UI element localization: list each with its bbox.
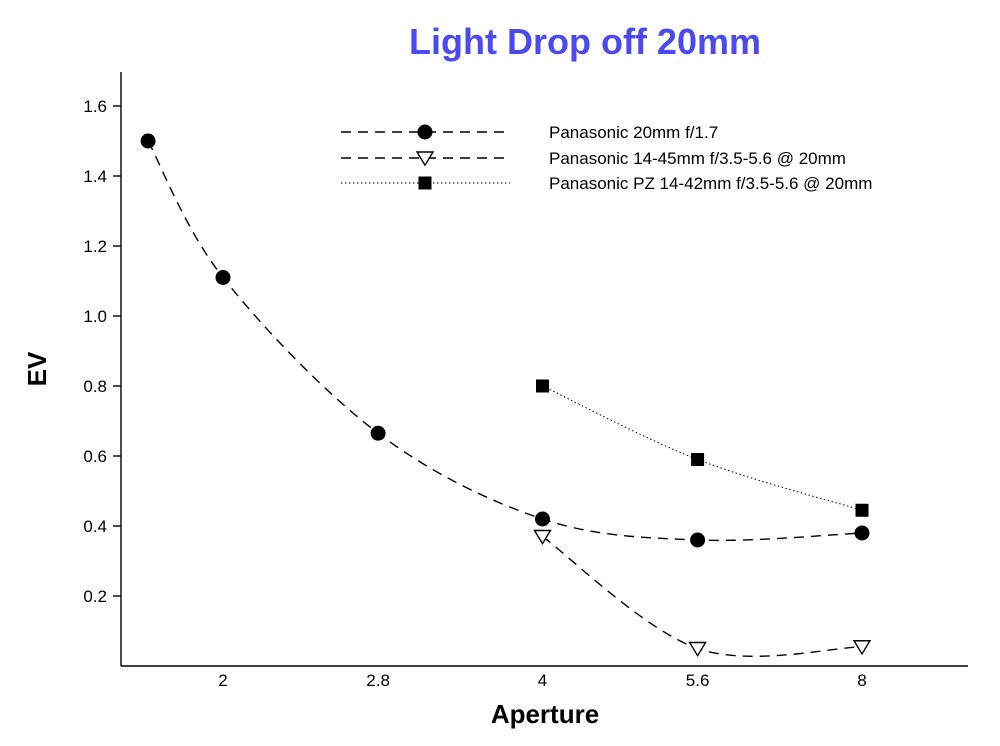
x-axis-title: Aperture [491,699,599,729]
y-tick-label: 1.0 [83,307,107,326]
data-point [140,133,156,149]
y-tick-label: 0.2 [83,587,107,606]
legend-label: Panasonic PZ 14-42mm f/3.5-5.6 @ 20mm [549,174,872,193]
y-tick-label: 0.8 [83,377,107,396]
y-tick-label: 0.4 [83,517,107,536]
x-axis-ticks: 2 2.8 4 5.6 8 [218,671,866,690]
data-point [535,511,550,527]
y-tick-label: 1.2 [83,237,107,256]
series-1 [140,133,870,548]
data-point [690,532,706,548]
data-point [691,453,705,466]
legend-marker [417,124,433,140]
legend: Panasonic 20mm f/1.7 Panasonic 14-45mm f/… [341,123,872,193]
series-line [542,535,863,657]
data-point [855,503,869,517]
legend-item: Panasonic 20mm f/1.7 [341,123,718,142]
chart-title: Light Drop off 20mm [409,21,761,62]
data-point [536,379,549,393]
x-tick-label: 2.8 [366,671,390,690]
y-axis-title: EV [22,351,52,386]
series-2 [533,529,872,658]
data-point [688,641,707,658]
legend-marker [418,176,432,190]
legend-item: Panasonic PZ 14-42mm f/3.5-5.6 @ 20mm [341,174,872,193]
data-point [533,529,552,546]
series-line [147,140,863,542]
y-tick-label: 0.6 [83,447,107,466]
data-point [370,425,386,441]
x-tick-label: 2 [218,671,227,690]
legend-label: Panasonic 14-45mm f/3.5-5.6 @ 20mm [549,149,846,168]
data-point [852,640,872,656]
series-3 [536,379,869,517]
y-tick-label: 1.4 [83,167,107,186]
data-point [854,525,870,541]
legend-item: Panasonic 14-45mm f/3.5-5.6 @ 20mm [341,149,846,168]
legend-label: Panasonic 20mm f/1.7 [549,123,718,142]
legend-marker [415,151,435,167]
x-tick-label: 8 [857,671,866,690]
x-tick-label: 4 [538,671,547,690]
x-tick-label: 5.6 [686,671,710,690]
series-line [542,385,863,511]
y-axis-ticks: 0.2 0.4 0.6 0.8 1.0 1.2 1.4 1.6 [83,97,121,606]
plot-area [140,133,872,658]
y-tick-label: 1.6 [83,97,107,116]
data-point [215,270,231,285]
